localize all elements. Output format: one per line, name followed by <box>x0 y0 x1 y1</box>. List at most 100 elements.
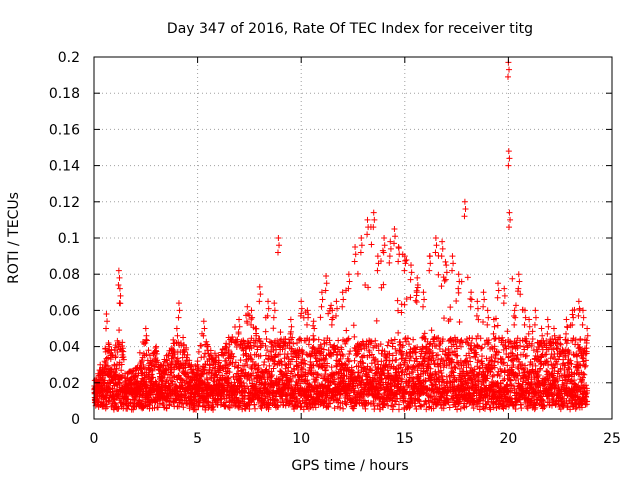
data-point <box>255 369 262 376</box>
data-point <box>226 369 233 376</box>
data-point <box>174 355 181 362</box>
data-point <box>259 368 266 375</box>
data-point <box>164 363 171 370</box>
data-point <box>251 401 258 408</box>
data-point <box>148 371 155 378</box>
data-point <box>118 361 125 368</box>
data-point <box>130 376 137 383</box>
data-point <box>241 388 248 395</box>
data-point <box>231 363 238 370</box>
data-point <box>218 351 225 358</box>
data-point <box>239 406 246 413</box>
data-point <box>170 354 177 361</box>
data-point <box>257 352 264 359</box>
data-point <box>110 388 117 395</box>
data-point <box>261 359 268 366</box>
data-point <box>196 399 203 406</box>
data-point <box>194 366 201 373</box>
data-point <box>193 406 200 413</box>
data-point <box>132 395 139 402</box>
data-point <box>130 406 137 413</box>
data-point <box>237 378 244 385</box>
data-point <box>152 363 159 370</box>
data-point <box>250 370 257 377</box>
data-point <box>184 351 191 358</box>
data-point <box>138 392 145 399</box>
data-point <box>145 347 152 354</box>
data-point <box>118 367 125 374</box>
data-point <box>151 362 158 369</box>
chart-title: Day 347 of 2016, Rate Of TEC Index for r… <box>167 21 533 37</box>
data-point <box>234 403 241 410</box>
data-point <box>139 375 146 382</box>
data-point <box>203 338 210 345</box>
data-point <box>195 348 202 355</box>
data-point <box>149 367 156 374</box>
data-point <box>119 339 126 346</box>
data-point <box>221 350 228 357</box>
data-point <box>229 333 236 340</box>
data-point <box>169 358 176 365</box>
data-point <box>116 327 123 334</box>
data-point <box>250 342 257 349</box>
data-point <box>231 379 238 386</box>
data-point <box>155 404 162 411</box>
data-point <box>219 365 226 372</box>
data-point <box>182 346 189 353</box>
data-point <box>163 405 170 412</box>
data-point <box>235 399 242 406</box>
data-point <box>234 336 241 343</box>
data-point <box>209 391 216 398</box>
data-point <box>233 344 240 351</box>
data-point <box>258 405 265 412</box>
data-point <box>243 344 250 351</box>
data-point <box>120 348 127 355</box>
data-point <box>191 406 198 413</box>
data-point <box>182 364 189 371</box>
data-point <box>141 340 148 347</box>
data-point <box>207 347 214 354</box>
data-point <box>201 367 208 374</box>
data-point <box>169 378 176 385</box>
data-point <box>139 357 146 364</box>
data-point <box>100 400 107 407</box>
data-point <box>201 354 208 361</box>
data-point <box>135 385 142 392</box>
data-point <box>206 361 213 368</box>
data-point <box>225 365 232 372</box>
data-point <box>244 383 251 390</box>
data-point <box>150 374 157 381</box>
data-point <box>242 358 249 365</box>
data-point <box>240 379 247 386</box>
data-point <box>248 356 255 363</box>
data-point <box>235 362 242 369</box>
data-point <box>168 369 175 376</box>
data-point <box>168 361 175 368</box>
data-point <box>262 342 269 349</box>
data-point <box>143 351 150 358</box>
gridlines <box>94 57 612 419</box>
data-point <box>154 357 161 364</box>
data-point <box>230 353 237 360</box>
data-point <box>186 405 193 412</box>
data-point <box>262 328 269 335</box>
data-point <box>244 362 251 369</box>
data-point <box>249 358 256 365</box>
data-point <box>164 371 171 378</box>
data-point <box>255 364 262 371</box>
data-point <box>138 401 145 408</box>
data-point <box>183 358 190 365</box>
data-point <box>252 405 259 412</box>
data-point <box>186 357 193 364</box>
data-point <box>248 316 255 323</box>
data-point <box>211 368 218 375</box>
data-point <box>141 366 148 373</box>
data-point <box>157 395 164 402</box>
data-point <box>170 372 177 379</box>
data-points <box>91 59 591 413</box>
data-point <box>120 356 127 363</box>
data-point <box>175 372 182 379</box>
data-point <box>136 349 143 356</box>
data-point <box>152 378 159 385</box>
